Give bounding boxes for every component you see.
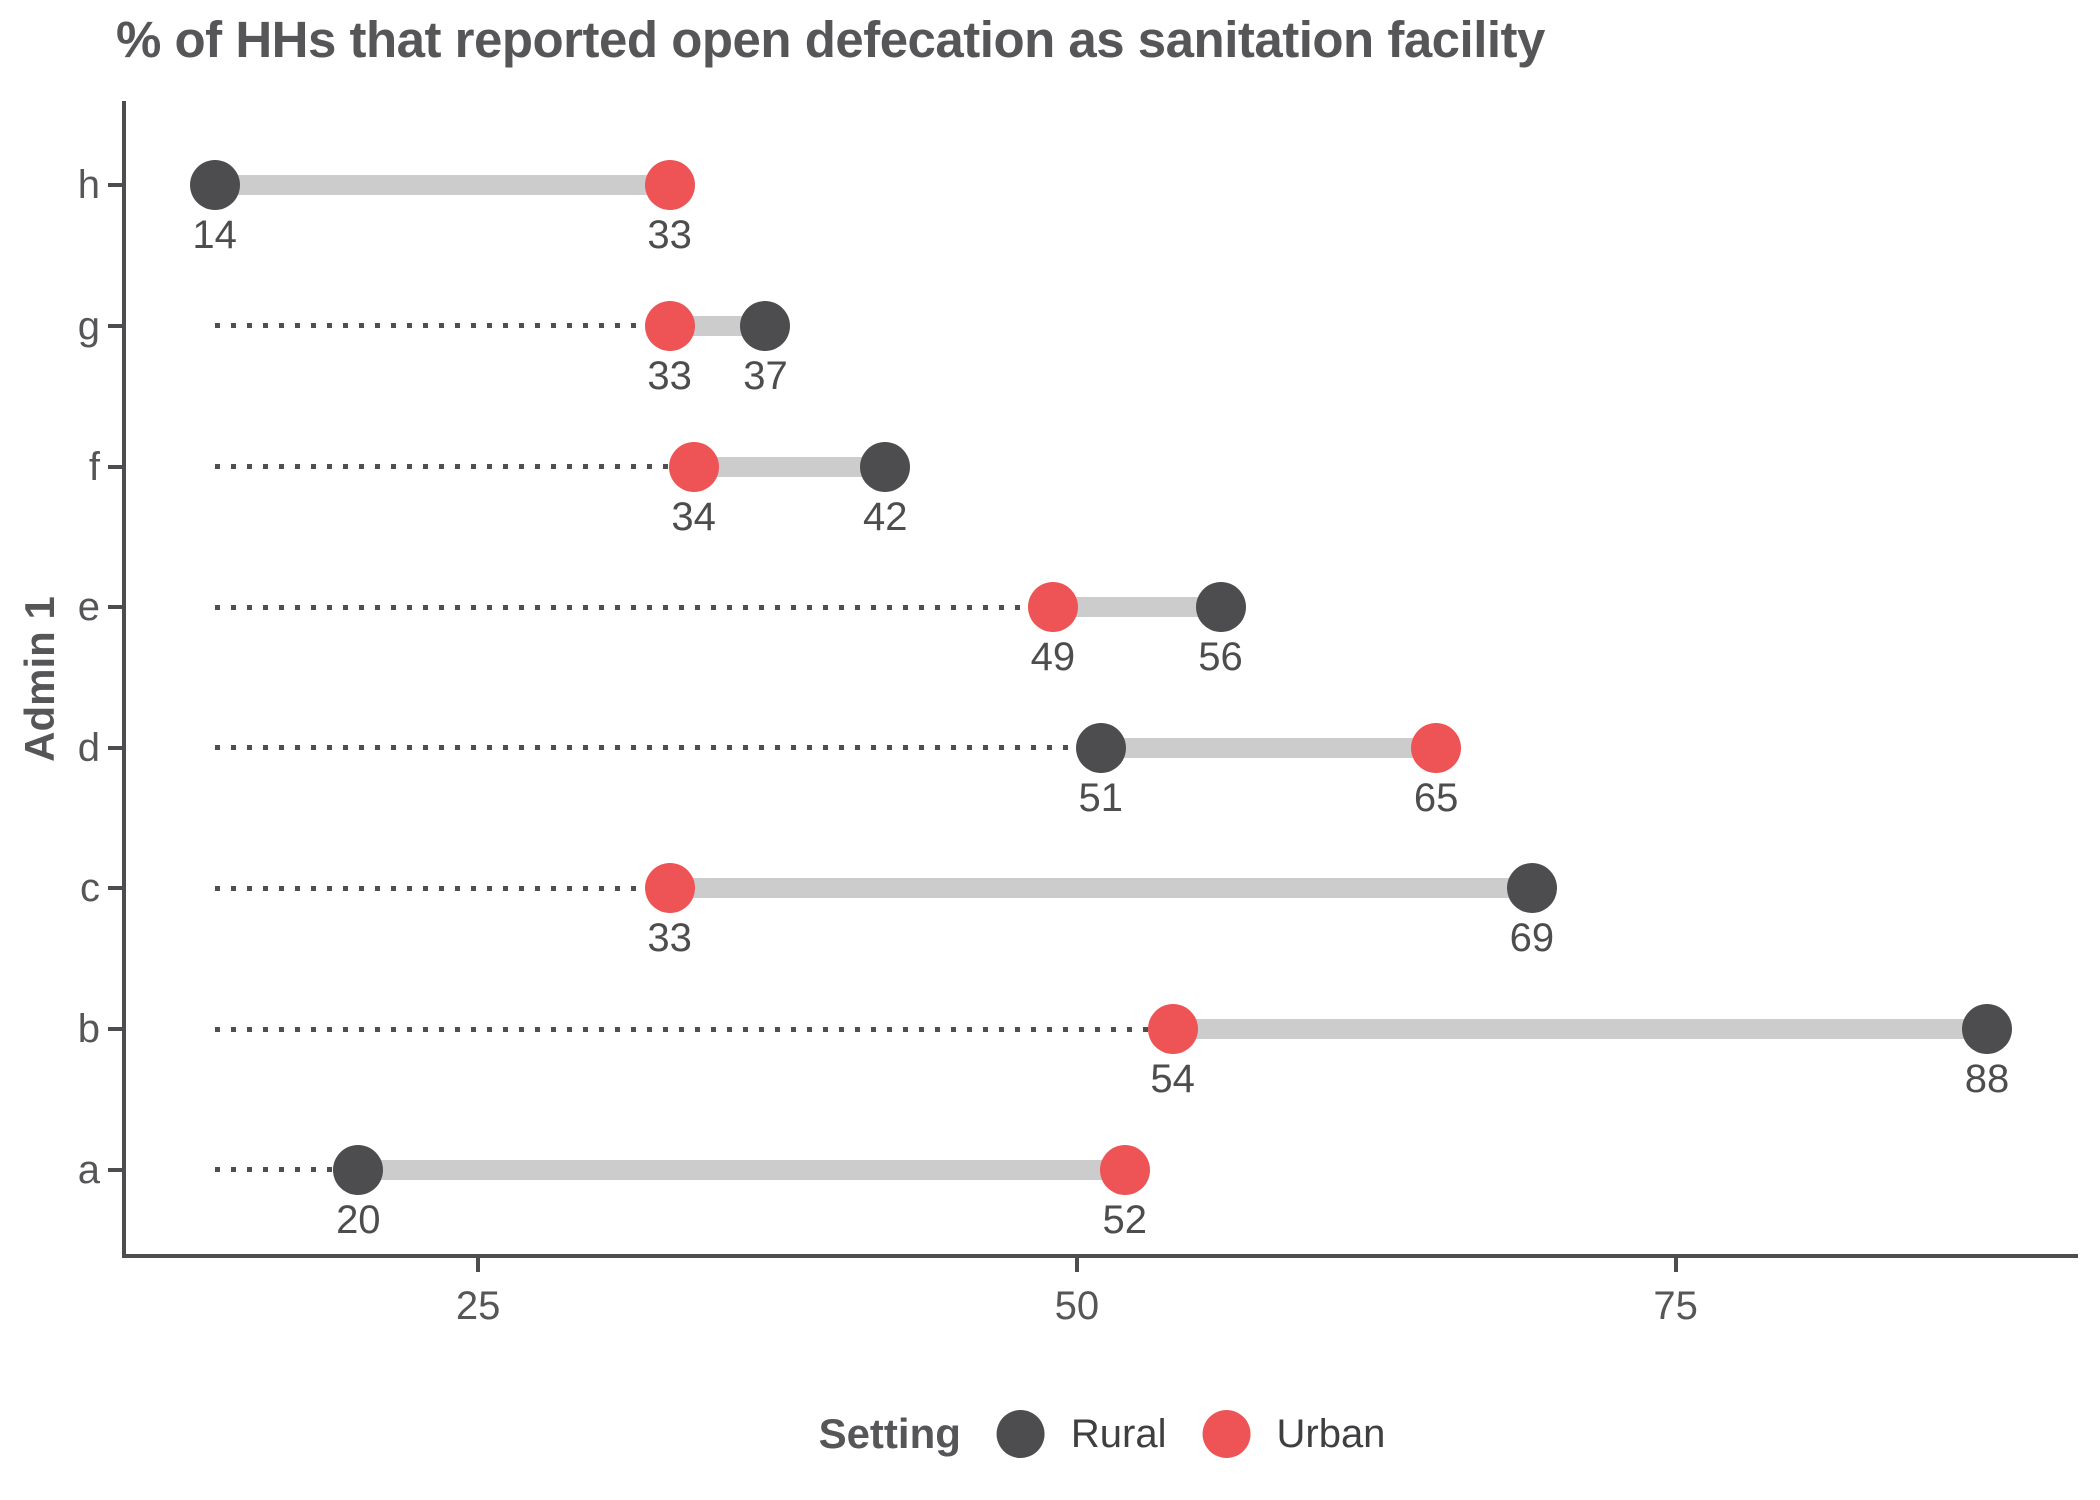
y-category-label-e: e — [77, 585, 100, 630]
y-tick — [108, 1027, 122, 1032]
connector-bar — [1052, 597, 1221, 618]
legend-items: Rural Urban — [996, 1410, 1385, 1458]
y-axis-line — [122, 101, 126, 1258]
y-tick — [108, 605, 122, 610]
y-category-label-b: b — [77, 1007, 100, 1052]
connector-bar — [1100, 737, 1437, 758]
value-label: 20 — [336, 1197, 381, 1242]
leader-line — [214, 464, 672, 470]
value-label: 52 — [1102, 1197, 1148, 1242]
x-tick-label: 75 — [1653, 1284, 1698, 1328]
leader-line — [214, 1026, 1151, 1032]
connector-bar — [358, 1159, 1125, 1180]
value-label: 33 — [647, 213, 692, 258]
legend-title: Setting — [818, 1410, 961, 1457]
legend-swatch-urban — [1202, 1410, 1251, 1458]
chart-title: % of HHs that reported open defecation a… — [116, 11, 1545, 68]
dot-urban — [1099, 1144, 1150, 1195]
y-tick — [108, 323, 122, 328]
value-label: 49 — [1030, 635, 1076, 680]
connector-bar — [669, 878, 1532, 899]
leader-line — [214, 745, 1079, 751]
legend-label-rural: Rural — [1070, 1411, 1167, 1456]
leader-line — [214, 604, 1031, 610]
value-label: 51 — [1078, 775, 1124, 820]
legend-item-urban: Urban — [1202, 1410, 1385, 1458]
legend-swatch-rural — [996, 1410, 1045, 1458]
dot-urban — [644, 863, 695, 914]
y-tick — [108, 745, 122, 750]
value-label: 65 — [1413, 775, 1459, 820]
x-axis-line — [122, 1254, 2078, 1258]
dot-rural — [1075, 722, 1126, 773]
connector-bar — [214, 175, 670, 196]
y-category-label-a: a — [77, 1147, 100, 1192]
value-label: 54 — [1150, 1057, 1195, 1102]
x-tick-label: 25 — [455, 1284, 501, 1328]
y-category-label-c: c — [80, 866, 100, 911]
x-tick — [1074, 1258, 1079, 1272]
y-tick — [108, 183, 122, 188]
dot-urban — [644, 300, 695, 351]
dot-rural — [1506, 863, 1557, 914]
dot-rural — [1961, 1004, 2012, 1055]
y-category-label-g: g — [77, 303, 100, 348]
legend-label-urban: Urban — [1276, 1411, 1386, 1456]
value-label: 42 — [862, 494, 908, 539]
value-label: 56 — [1198, 635, 1243, 680]
value-label: 14 — [192, 213, 237, 258]
dot-rural — [860, 441, 911, 492]
dot-rural — [333, 1144, 384, 1195]
dot-urban — [644, 160, 695, 211]
value-label: 34 — [671, 494, 716, 539]
leader-line — [214, 1167, 337, 1173]
value-label: 88 — [1964, 1057, 2010, 1102]
x-tick-label: 50 — [1054, 1284, 1100, 1328]
y-tick — [108, 1167, 122, 1172]
y-category-label-h: h — [77, 163, 100, 208]
dot-urban — [668, 441, 719, 492]
x-tick — [1673, 1258, 1678, 1272]
dot-rural — [1195, 582, 1246, 633]
value-label: 69 — [1509, 916, 1555, 961]
y-category-label-d: d — [77, 725, 100, 770]
dot-urban — [1147, 1004, 1198, 1055]
dot-urban — [1027, 582, 1078, 633]
dot-urban — [1411, 722, 1462, 773]
legend-item-rural: Rural — [996, 1410, 1167, 1458]
dot-rural — [189, 160, 240, 211]
legend: Setting Rural Urban — [818, 1410, 1385, 1458]
value-label: 33 — [647, 353, 692, 398]
connector-bar — [1172, 1019, 1987, 1040]
y-category-label-f: f — [88, 444, 100, 489]
y-tick — [108, 886, 122, 891]
dot-rural — [740, 300, 791, 351]
y-tick — [108, 464, 122, 469]
connector-bar — [693, 456, 886, 477]
value-label: 33 — [647, 916, 692, 961]
value-label: 37 — [743, 353, 788, 398]
leader-line — [214, 885, 648, 891]
x-tick — [476, 1258, 481, 1272]
leader-line — [214, 323, 648, 329]
